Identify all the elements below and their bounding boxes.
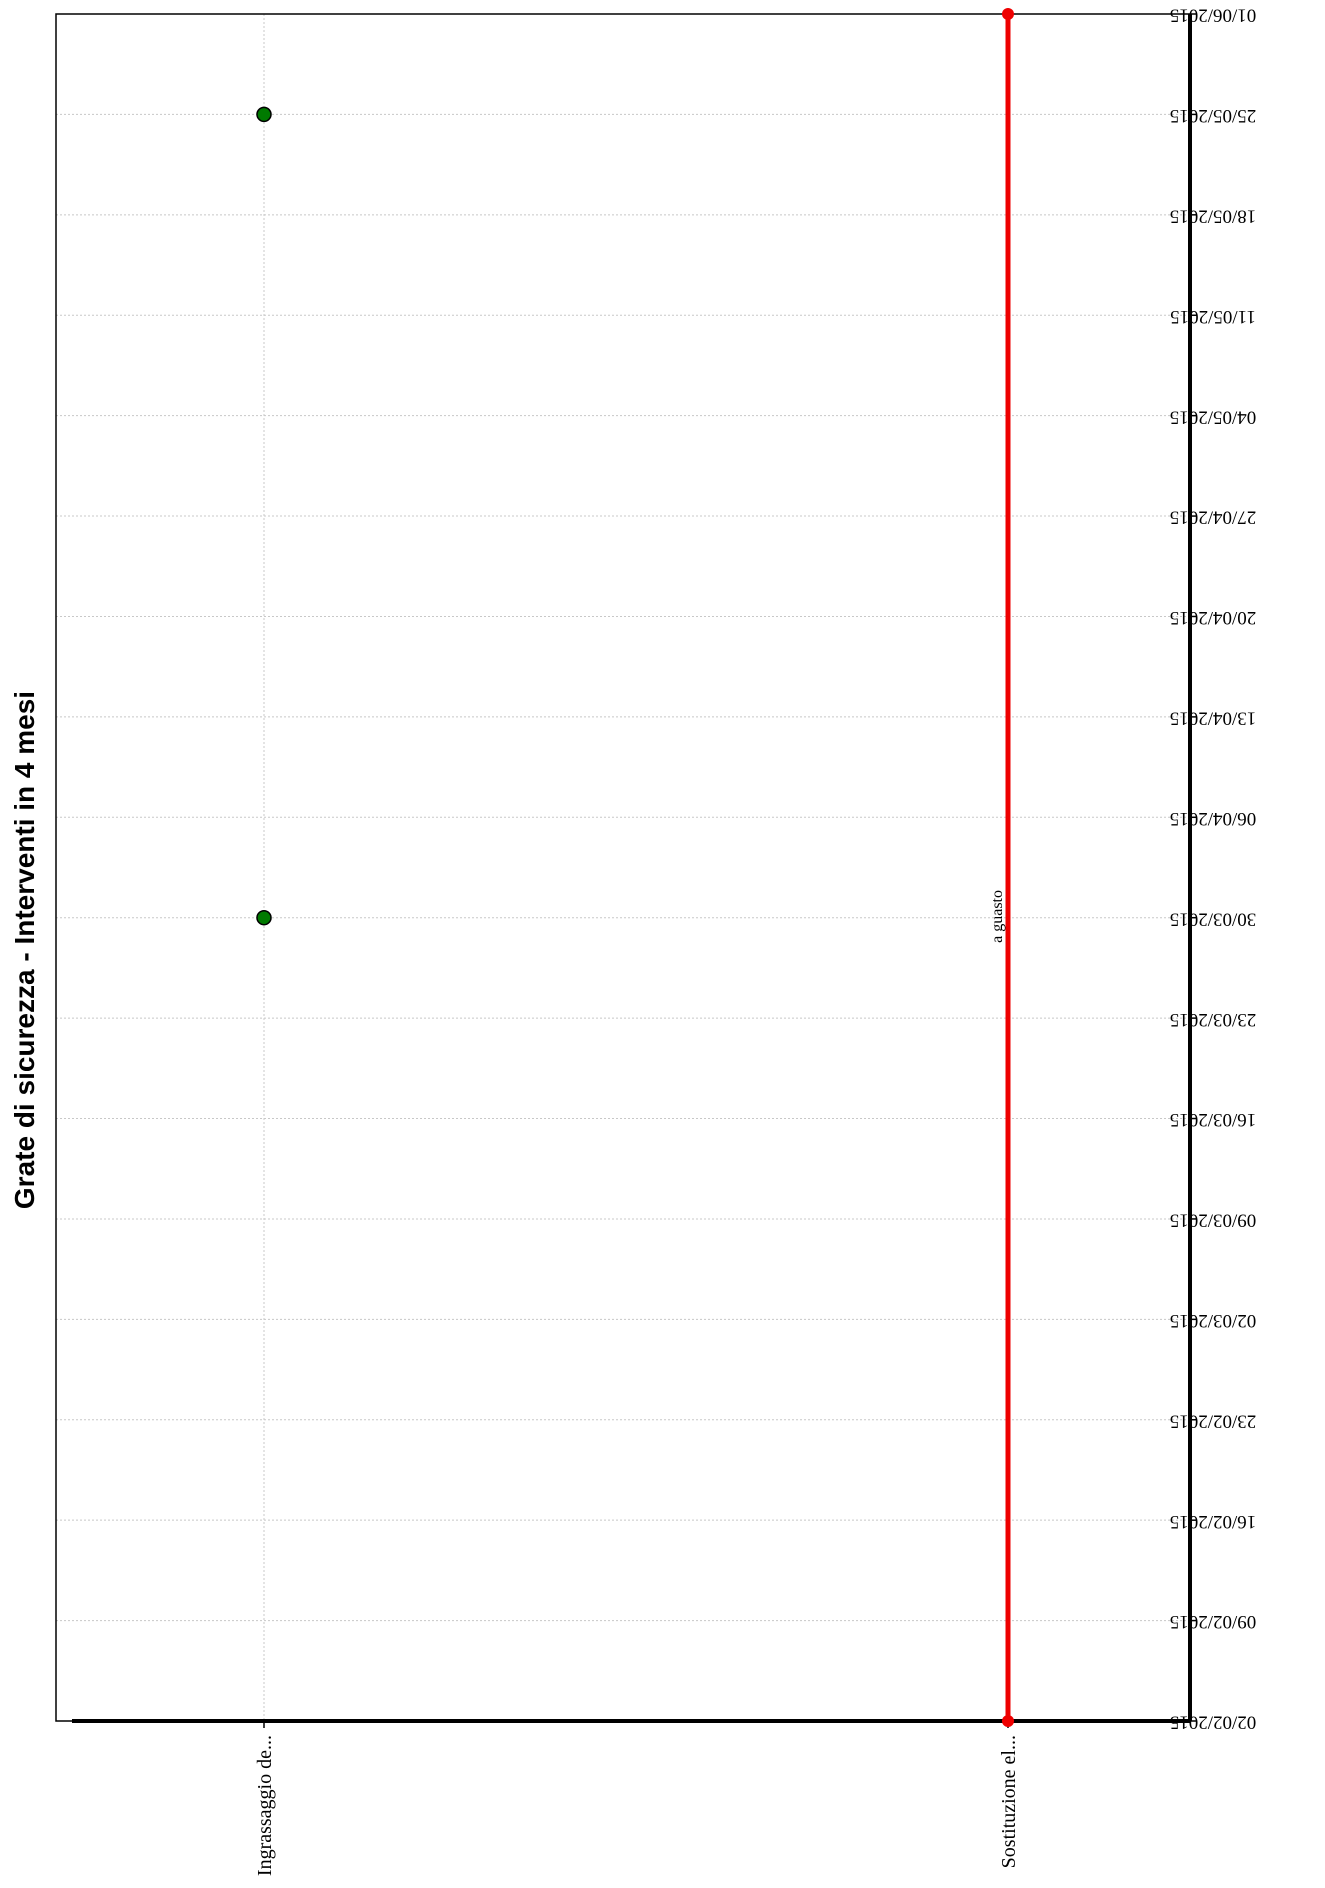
- date-tick-label: 02/02/2015: [1170, 1712, 1257, 1733]
- date-tick-label: 13/04/2015: [1170, 708, 1257, 729]
- date-tick-label: 16/03/2015: [1170, 1109, 1257, 1130]
- date-tick-label: 06/04/2015: [1170, 808, 1257, 829]
- date-tick-label: 18/05/2015: [1170, 205, 1257, 226]
- date-tick-label: 04/05/2015: [1170, 406, 1257, 427]
- date-tick-label: 09/02/2015: [1170, 1611, 1257, 1632]
- event-point: [256, 909, 272, 926]
- date-tick-label: 16/02/2015: [1170, 1511, 1257, 1532]
- range-annotation: a guasto: [989, 890, 1006, 943]
- date-axis-ticks: 02/02/2015 09/02/2015 16/02/2015 23/02/2015…: [1170, 5, 1257, 1733]
- date-tick-label: 01/06/2015: [1170, 5, 1257, 26]
- date-tick-label: 30/03/2015: [1170, 908, 1257, 929]
- event-point: [256, 106, 272, 123]
- date-tick-label: 02/03/2015: [1170, 1310, 1257, 1331]
- date-tick-label: 23/02/2015: [1170, 1410, 1257, 1431]
- range-end-marker: [1002, 8, 1014, 20]
- date-tick-label: 25/05/2015: [1170, 105, 1257, 126]
- date-tick-label: 09/03/2015: [1170, 1210, 1257, 1231]
- date-tick-label: 23/03/2015: [1170, 1009, 1257, 1030]
- category-label: Sostituzione el...: [998, 1735, 1020, 1868]
- category-label: Ingrassaggio de...: [254, 1735, 276, 1876]
- series: a guasto: [256, 8, 1014, 1727]
- date-tick-label: 11/05/2015: [1170, 306, 1256, 327]
- date-tick-label: 27/04/2015: [1170, 507, 1257, 528]
- chart-title: Grate di sicurezza - Interventi in 4 mes…: [9, 691, 40, 1209]
- range-start-marker: [1002, 1715, 1014, 1727]
- date-tick-label: 20/04/2015: [1170, 607, 1257, 628]
- category-axis: Ingrassaggio de... Sostituzione el...: [254, 1721, 1020, 1876]
